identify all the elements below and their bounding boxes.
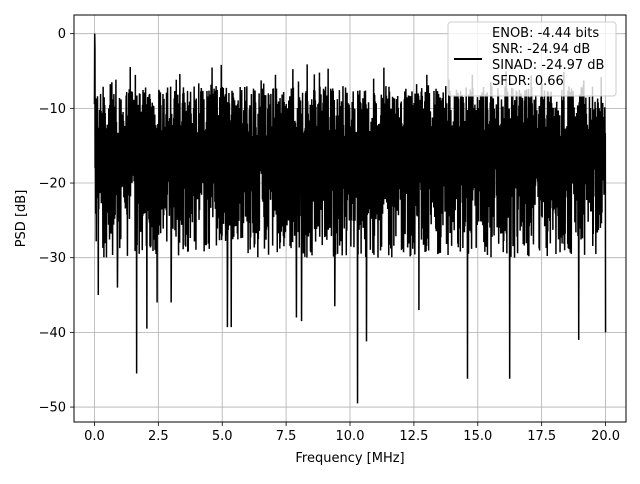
legend: ENOB: -4.44 bits SNR: -24.94 dB SINAD: -… [447,21,617,97]
x-tick-label: 20.0 [591,429,620,444]
x-tick-label: 5.0 [212,429,233,444]
x-tick-label: 17.5 [527,429,556,444]
x-tick-label: 2.5 [148,429,169,444]
x-tick-label: 10.0 [336,429,365,444]
legend-sinad-text: SINAD: -24.97 dB [492,58,604,73]
x-axis-label: Frequency [MHz] [295,451,404,466]
legend-snr-text: SNR: -24.94 dB [492,42,590,57]
legend-box [447,21,617,97]
y-tick-label: −20 [39,177,66,192]
y-tick-label: 0 [58,27,66,42]
y-axis-label: PSD [dB] [14,190,29,248]
x-tick-label: 12.5 [399,429,428,444]
y-tick-label: −30 [39,251,66,266]
y-tick-label: −50 [39,401,66,416]
x-axis-ticks: 0.0 2.5 5.0 7.5 10.0 12.5 15.0 17.5 20.0 [84,422,620,444]
legend-sfdr-text: SFDR: 0.66 [492,74,564,89]
x-tick-label: 7.5 [276,429,297,444]
plot-area [93,33,607,404]
y-tick-label: −40 [39,326,66,341]
x-tick-label: 15.0 [463,429,492,444]
legend-enob-text: ENOB: -4.44 bits [492,26,599,41]
psd-series-line [93,33,607,404]
y-tick-label: −10 [39,102,66,117]
y-axis-ticks: 0 −10 −20 −30 −40 −50 [39,27,74,416]
x-tick-label: 0.0 [84,429,105,444]
